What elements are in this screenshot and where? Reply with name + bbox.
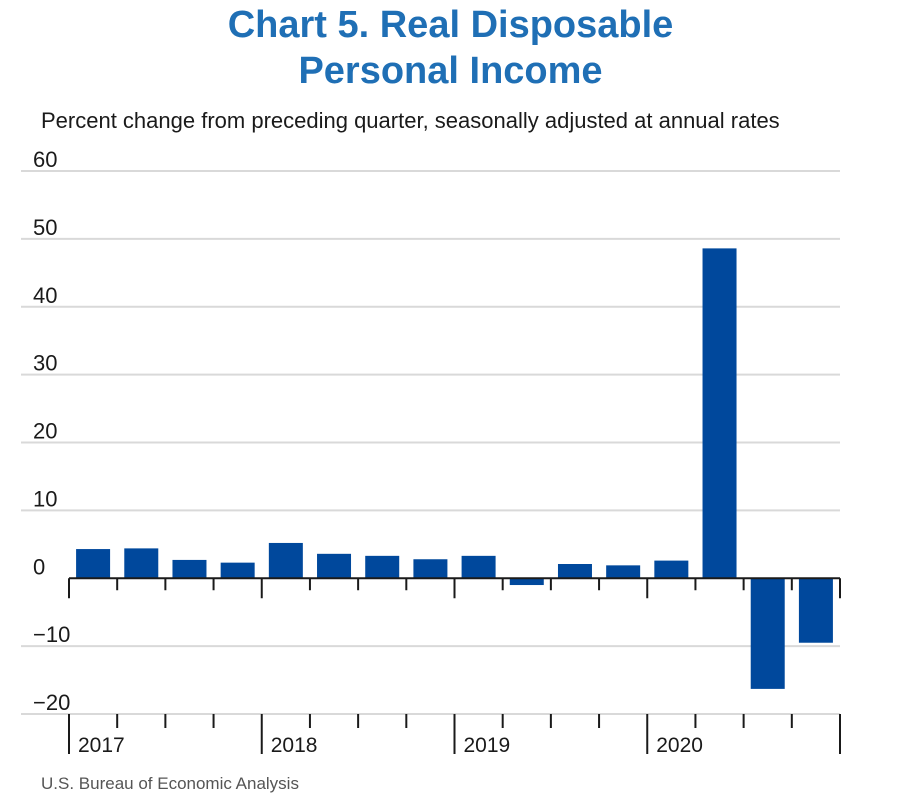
y-tick-label: 40 xyxy=(33,283,57,308)
chart-title-line-2: Personal Income xyxy=(298,50,603,92)
y-tick-label: 30 xyxy=(33,351,57,376)
bar-2017-q2 xyxy=(124,548,159,579)
y-tick-label: 60 xyxy=(33,147,57,172)
bar-2018-q4 xyxy=(413,559,448,579)
bar-2018-q3 xyxy=(365,555,400,579)
bar-2019-q1 xyxy=(461,555,496,579)
bar-2020-q4 xyxy=(798,578,833,643)
chart-subtitle: Percent change from preceding quarter, s… xyxy=(41,108,780,133)
bar-2018-q2 xyxy=(317,553,352,579)
bar-2020-q2 xyxy=(702,248,737,579)
y-tick-label: 20 xyxy=(33,419,57,444)
y-tick-label: 0 xyxy=(33,554,45,579)
chart-title: Chart 5. Real Disposable Personal Income xyxy=(0,2,901,94)
y-tick-label: −20 xyxy=(33,690,70,715)
x-year-label: 2019 xyxy=(464,734,511,757)
x-year-label: 2017 xyxy=(78,734,125,757)
bar-2020-q3 xyxy=(750,578,785,689)
source-note: U.S. Bureau of Economic Analysis xyxy=(41,774,299,793)
bar-2019-q3 xyxy=(557,564,592,579)
bar-2020-q1 xyxy=(654,560,689,579)
x-year-label: 2018 xyxy=(271,734,318,757)
y-tick-label: 50 xyxy=(33,215,57,240)
y-tick-label: −10 xyxy=(33,622,70,647)
y-tick-label: 10 xyxy=(33,486,57,511)
x-year-label: 2020 xyxy=(656,734,703,757)
bar-2017-q1 xyxy=(76,549,111,579)
chart-title-line-1: Chart 5. Real Disposable xyxy=(227,4,674,46)
bar-2019-q2 xyxy=(509,578,544,586)
bar-2017-q3 xyxy=(172,559,207,579)
bar-2019-q4 xyxy=(606,565,641,579)
bar-2018-q1 xyxy=(268,542,303,579)
bar-2017-q4 xyxy=(220,562,255,579)
